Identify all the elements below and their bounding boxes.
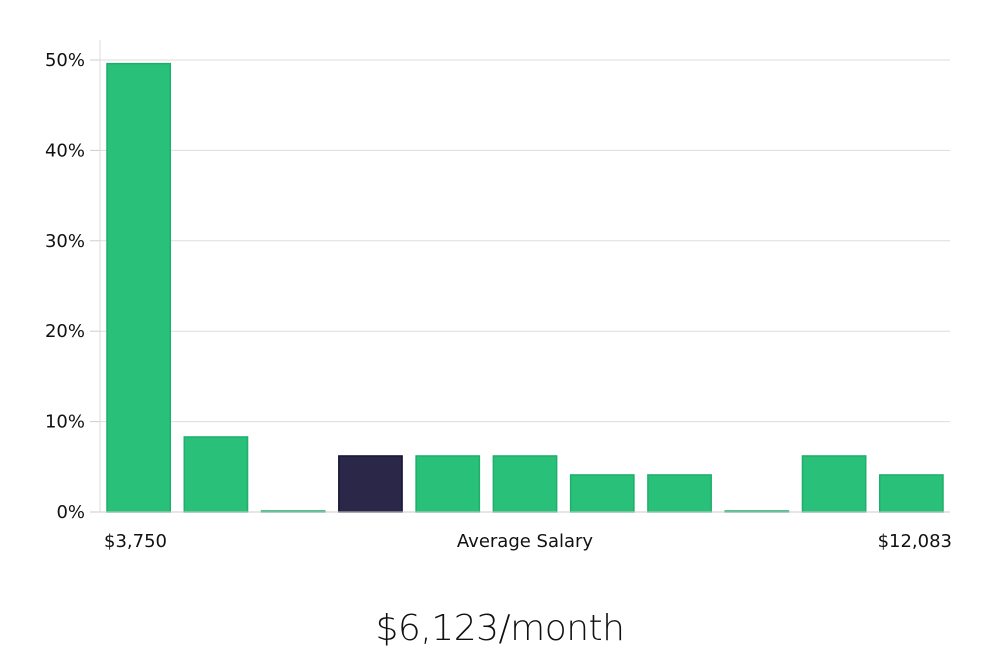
- bar: [801, 455, 867, 513]
- x-min-label: $3,750: [104, 531, 167, 552]
- y-tick-label: 0%: [56, 502, 85, 523]
- salary-histogram: 0% 10% 20% 30% 40% 50% $3,750 Average Salary $12…: [45, 40, 952, 552]
- y-tick-label: 30%: [45, 231, 85, 252]
- bar: [415, 455, 481, 513]
- bar: [338, 455, 403, 513]
- y-tick-label: 10%: [45, 412, 85, 433]
- y-tick-label: 50%: [45, 50, 85, 71]
- bar: [569, 474, 635, 513]
- x-max-label: $12,083: [878, 531, 952, 552]
- average-salary-headline: $6,123/month: [375, 608, 625, 649]
- bar: [647, 474, 712, 513]
- y-tick-label: 20%: [45, 321, 85, 342]
- bar: [492, 455, 558, 513]
- bar: [183, 436, 249, 513]
- x-axis-label: Average Salary: [457, 531, 594, 552]
- bar: [878, 474, 944, 513]
- bar: [106, 62, 172, 513]
- y-tick-label: 40%: [45, 140, 85, 161]
